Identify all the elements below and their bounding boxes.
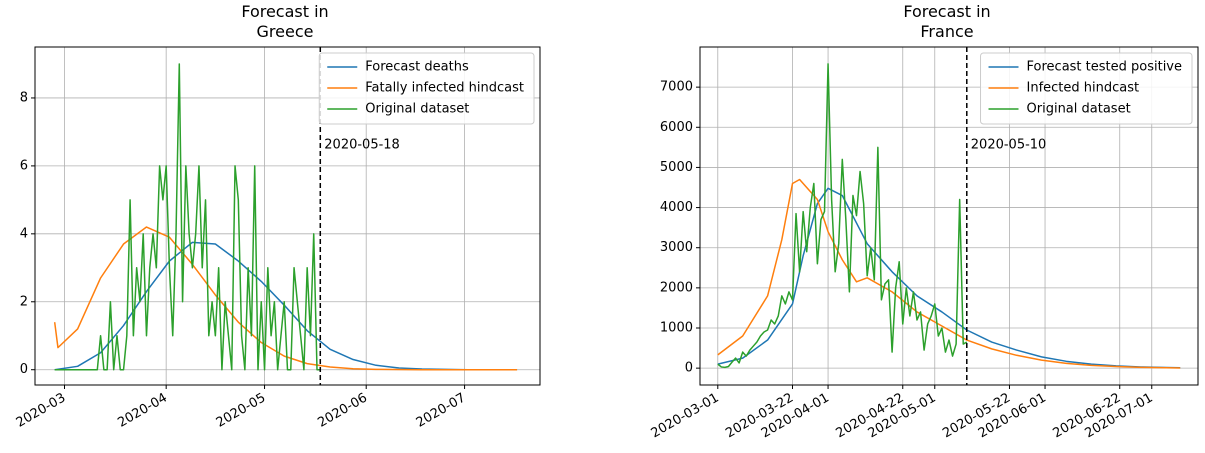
series-line — [717, 187, 1181, 369]
axes-frame — [34, 46, 541, 386]
legend: Forecast tested positive Infected hindcas… — [980, 52, 1193, 125]
plot-area — [717, 63, 1181, 369]
legend-label: Forecast tested positive — [1027, 60, 1182, 75]
y-tick-label: 1000 — [660, 320, 693, 335]
series-line — [54, 63, 321, 371]
x-tick-label: 2020-04 — [115, 391, 170, 431]
legend-label: Forecast deaths — [365, 60, 469, 75]
chart-title: Forecast in Greece — [241, 2, 329, 41]
y-tick-label: 4 — [20, 226, 28, 241]
chart-title: Forecast in France — [903, 2, 991, 41]
y-tick-label: 6 — [20, 158, 28, 173]
y-tick-label: 8 — [20, 90, 28, 105]
forecast-start-label: 2020-05-10 — [971, 138, 1047, 153]
legend-label: Fatally infected hindcast — [365, 81, 524, 96]
legend-box — [318, 52, 535, 125]
x-tick-label: 2020-07 — [414, 391, 469, 431]
y-tick-label: 5000 — [660, 160, 693, 175]
axes-frame — [699, 46, 1199, 386]
y-tick-label: 0 — [685, 361, 693, 376]
series-line — [53, 226, 518, 371]
legend: Forecast deaths Fatally infected hindcast… — [318, 52, 535, 125]
legend-label: Infected hindcast — [1027, 81, 1140, 96]
legend-label: Original dataset — [1027, 102, 1131, 117]
y-tick-label: 7000 — [660, 80, 693, 95]
plot-area — [53, 63, 518, 371]
legend-label: Original dataset — [365, 102, 469, 117]
legend-box — [980, 52, 1193, 125]
y-tick-label: 2000 — [660, 280, 693, 295]
y-tick-label: 4000 — [660, 200, 693, 215]
forecast-start-label: 2020-05-18 — [324, 138, 400, 153]
series-line — [717, 63, 968, 369]
y-tick-label: 3000 — [660, 240, 693, 255]
y-tick-label: 6000 — [660, 120, 693, 135]
x-tick-label: 2020-05 — [214, 391, 269, 431]
x-tick-label: 2020-03 — [14, 391, 69, 431]
x-tick-label: 2020-06 — [315, 391, 370, 431]
y-tick-label: 2 — [20, 294, 28, 309]
x-tick-label: 2020-03-01 — [649, 391, 722, 442]
y-tick-label: 0 — [20, 362, 28, 377]
